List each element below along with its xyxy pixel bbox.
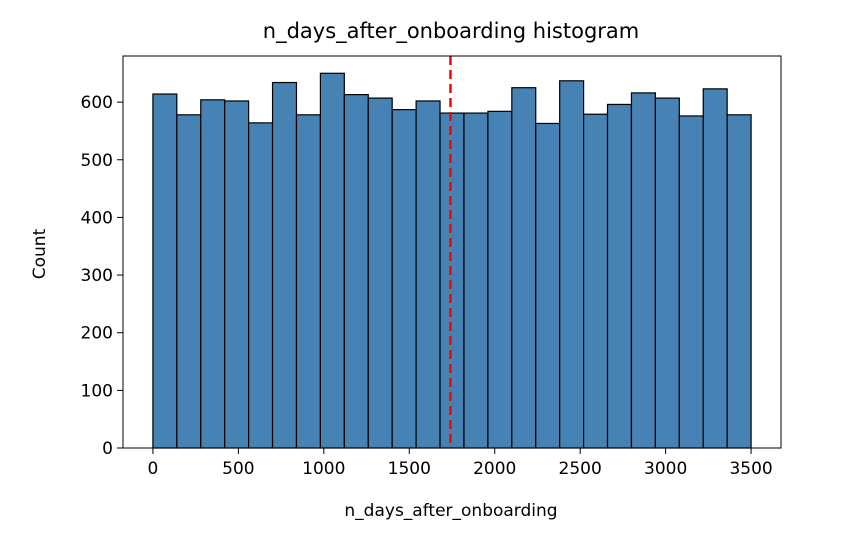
y-tick-label: 0	[102, 439, 113, 459]
histogram-bar	[487, 110, 513, 449]
histogram-bar	[367, 97, 393, 449]
histogram-bar	[511, 87, 537, 449]
y-tick-label: 600	[81, 93, 113, 113]
x-tick-label: 1000	[302, 459, 345, 479]
x-tick-label: 3500	[729, 459, 772, 479]
chart-title: n_days_after_onboarding histogram	[263, 19, 639, 44]
x-tick-label: 2000	[473, 459, 516, 479]
x-tick-label: 2500	[559, 459, 602, 479]
histogram-bar	[391, 109, 417, 449]
histogram-bar	[606, 103, 633, 449]
histogram-bar	[248, 122, 274, 449]
histogram-bar	[463, 112, 489, 449]
histogram-bar	[702, 88, 728, 449]
histogram-bar	[439, 112, 465, 449]
y-tick-label: 100	[81, 381, 113, 401]
histogram-bar	[415, 100, 441, 449]
histogram-bar	[630, 92, 656, 449]
histogram-bar	[271, 81, 298, 449]
histogram-bar	[176, 114, 202, 449]
histogram-bar	[726, 114, 752, 449]
bars-group	[152, 72, 752, 449]
histogram-bar	[224, 100, 250, 449]
x-axis-label: n_days_after_onboarding	[344, 501, 557, 521]
histogram-bar	[678, 115, 704, 449]
histogram-bar	[200, 99, 226, 449]
x-tick-label: 3000	[644, 459, 687, 479]
histogram-bar	[152, 93, 178, 449]
histogram-bar	[582, 113, 609, 449]
y-axis-ticks: 0 100 200 300 400 500 600	[81, 93, 123, 459]
x-axis-ticks: 0 500 1000 1500 2000 2500 3000 3500	[147, 448, 773, 479]
histogram-bar	[535, 122, 561, 449]
histogram-bar	[654, 97, 680, 449]
x-tick-label: 0	[147, 459, 158, 479]
x-tick-label: 1500	[388, 459, 431, 479]
histogram-bar	[559, 80, 585, 449]
histogram-bar	[319, 72, 345, 449]
x-tick-label: 500	[222, 459, 254, 479]
y-axis-label: Count	[30, 228, 50, 279]
y-tick-label: 300	[81, 266, 113, 286]
y-tick-label: 200	[81, 324, 113, 344]
y-tick-label: 400	[81, 208, 113, 228]
plot-area-frame	[122, 55, 782, 449]
histogram-bar	[343, 94, 369, 449]
y-tick-label: 500	[81, 151, 113, 171]
histogram-bar	[295, 114, 321, 449]
